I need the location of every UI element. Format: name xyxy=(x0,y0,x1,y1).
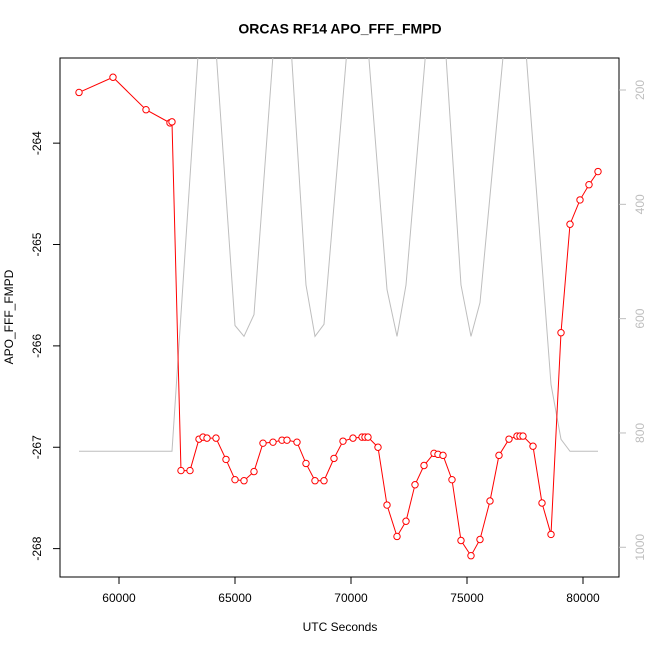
point xyxy=(320,477,328,485)
point xyxy=(519,432,527,440)
x-tick-label: 60000 xyxy=(102,591,136,605)
point xyxy=(374,443,382,451)
y-tick-label: -266 xyxy=(30,334,44,358)
point xyxy=(302,459,310,468)
y-tick-label: -267 xyxy=(30,435,44,459)
point xyxy=(529,442,537,450)
point xyxy=(439,451,447,460)
plot-box xyxy=(59,57,620,578)
y2-tick-label: 600 xyxy=(633,308,647,328)
x-tick-label: 65000 xyxy=(218,591,252,605)
y-tick-label: -264 xyxy=(30,131,44,155)
point xyxy=(109,73,117,81)
x-tick-label: 70000 xyxy=(334,591,368,605)
point xyxy=(393,532,401,541)
point xyxy=(457,536,465,545)
point xyxy=(467,552,475,560)
x-axis-label: UTC Seconds xyxy=(303,620,378,634)
point xyxy=(259,439,267,447)
chart-title: ORCAS RF14 APO_FFF_FMPD xyxy=(238,21,441,37)
y-axis-label: APO_FFF_FMPD xyxy=(2,269,16,364)
point xyxy=(349,434,357,442)
point xyxy=(240,477,248,485)
point xyxy=(585,181,593,189)
series-line xyxy=(79,58,599,452)
point xyxy=(142,105,150,114)
y-tick-label: -265 xyxy=(30,232,44,256)
y2-tick-label: 200 xyxy=(633,80,647,100)
y2-tick-label: 800 xyxy=(633,423,647,443)
point xyxy=(293,438,301,446)
point xyxy=(594,167,602,176)
point xyxy=(75,88,83,97)
point xyxy=(448,475,456,484)
point xyxy=(212,434,220,442)
point xyxy=(547,530,555,539)
point xyxy=(222,455,230,464)
point xyxy=(186,466,194,475)
point xyxy=(420,461,428,470)
plot-area xyxy=(75,58,602,560)
point xyxy=(203,434,211,442)
point xyxy=(250,467,258,476)
point xyxy=(576,196,584,204)
point xyxy=(269,438,277,446)
point xyxy=(364,433,372,441)
y2-tick-label: 1000 xyxy=(633,534,647,561)
point xyxy=(505,435,513,443)
point xyxy=(168,118,176,126)
point xyxy=(495,451,503,460)
point xyxy=(538,499,546,507)
point xyxy=(231,475,239,484)
point xyxy=(339,437,347,445)
point xyxy=(383,501,391,509)
point xyxy=(486,497,494,505)
point xyxy=(177,466,185,475)
point xyxy=(402,517,410,525)
point xyxy=(411,481,419,489)
x-tick-label: 80000 xyxy=(566,591,600,605)
point xyxy=(311,477,319,485)
point xyxy=(283,436,291,444)
y2-tick-label: 400 xyxy=(633,194,647,214)
x-tick-label: 75000 xyxy=(450,591,484,605)
point xyxy=(476,535,484,544)
point xyxy=(566,220,574,228)
point xyxy=(557,329,565,337)
y-tick-label: -268 xyxy=(30,536,44,560)
point xyxy=(330,454,338,463)
